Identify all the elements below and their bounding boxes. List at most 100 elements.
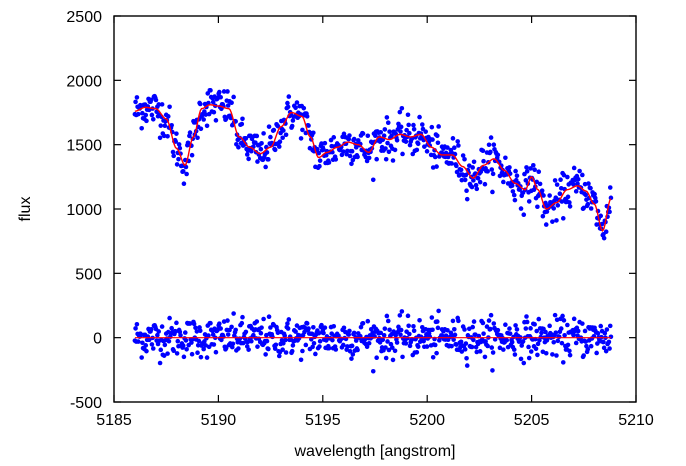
residual-point bbox=[581, 353, 586, 358]
residual-point bbox=[462, 327, 467, 332]
spectrum-point bbox=[176, 156, 181, 162]
residual-point bbox=[258, 330, 264, 336]
residual-point bbox=[489, 345, 495, 350]
y-tick-label: 1500 bbox=[66, 138, 102, 155]
residual-point bbox=[454, 342, 459, 347]
spectrum-point bbox=[489, 167, 495, 172]
spectrum-point bbox=[526, 199, 532, 204]
spectrum-point bbox=[134, 95, 140, 100]
residual-point bbox=[254, 319, 260, 324]
spectrum-point bbox=[599, 221, 605, 227]
spectrum-point bbox=[607, 185, 613, 190]
residual-point bbox=[602, 330, 608, 336]
residual-point bbox=[208, 320, 213, 326]
spectrum-point bbox=[518, 206, 524, 211]
spectrum-point bbox=[218, 94, 223, 100]
spectrum-point bbox=[387, 129, 392, 134]
spectrum-point bbox=[573, 189, 579, 194]
residual-point bbox=[317, 344, 322, 349]
residual-point bbox=[187, 321, 193, 326]
spectrum-point bbox=[383, 146, 388, 151]
spectrum-point bbox=[559, 199, 565, 204]
residual-point bbox=[474, 349, 480, 355]
spectrum-point bbox=[165, 114, 171, 119]
residual-point bbox=[283, 350, 289, 355]
residual-point bbox=[550, 352, 555, 357]
residual-point bbox=[559, 340, 565, 346]
spectrum-point bbox=[436, 124, 441, 129]
residual-point bbox=[580, 321, 585, 326]
residual-point bbox=[330, 337, 335, 343]
residual-point bbox=[477, 349, 483, 354]
spectrum-point bbox=[481, 158, 486, 164]
spectrum-point bbox=[535, 204, 540, 210]
residual-point bbox=[323, 338, 329, 343]
spectrum-point bbox=[443, 150, 449, 156]
residual-point bbox=[189, 351, 195, 357]
residual-point bbox=[283, 337, 288, 343]
spectrum-point bbox=[419, 122, 425, 127]
residual-point bbox=[403, 341, 409, 346]
spectrum-point bbox=[225, 103, 231, 108]
residual-point bbox=[206, 333, 211, 338]
spectrum-point bbox=[272, 147, 278, 153]
residual-point bbox=[503, 322, 508, 328]
residual-point bbox=[181, 354, 187, 360]
residual-point bbox=[282, 333, 288, 339]
spectrum-point bbox=[144, 118, 149, 124]
x-tick-label: 5205 bbox=[514, 412, 550, 429]
residual-point bbox=[601, 345, 607, 351]
residual-point bbox=[184, 346, 189, 352]
spectrum-point bbox=[415, 141, 421, 147]
spectrum-point bbox=[249, 148, 254, 154]
residual-point bbox=[236, 346, 241, 351]
spectrum-point bbox=[208, 88, 213, 93]
residual-point bbox=[366, 340, 372, 346]
spectrum-point bbox=[275, 123, 281, 129]
spectrum-point bbox=[543, 222, 549, 227]
spectrum-point bbox=[399, 106, 405, 111]
residual-point bbox=[430, 355, 436, 360]
spectrum-point bbox=[139, 126, 144, 131]
residual-point bbox=[567, 352, 573, 358]
x-tick-label: 5210 bbox=[618, 412, 654, 429]
spectrum-point bbox=[176, 142, 182, 147]
spectrum-point bbox=[261, 131, 266, 136]
residual-point bbox=[485, 343, 490, 349]
residual-point bbox=[471, 319, 477, 324]
spectrum-point bbox=[373, 133, 378, 139]
residual-point bbox=[349, 356, 354, 361]
spectrum-point bbox=[432, 154, 438, 160]
residual-point bbox=[601, 339, 606, 345]
residual-point bbox=[585, 346, 591, 352]
residual-point bbox=[218, 326, 223, 331]
spectrum-point bbox=[300, 127, 305, 133]
spectrum-point bbox=[592, 195, 598, 201]
spectrum-point bbox=[434, 133, 440, 139]
spectrum-point bbox=[285, 104, 291, 110]
residual-point bbox=[285, 321, 290, 326]
spectrum-point bbox=[231, 94, 236, 100]
residual-point bbox=[432, 342, 438, 348]
spectrum-point bbox=[264, 150, 270, 155]
spectrum-point bbox=[550, 219, 555, 224]
residual-point bbox=[573, 340, 579, 346]
residual-point bbox=[385, 318, 391, 324]
residual-point bbox=[536, 316, 542, 322]
residual-point bbox=[144, 348, 149, 354]
residual-point bbox=[195, 342, 201, 348]
spectrum-point bbox=[266, 124, 272, 129]
residual-point bbox=[526, 344, 531, 350]
spectrum-point bbox=[555, 203, 561, 208]
residual-point bbox=[302, 329, 307, 335]
residual-point bbox=[191, 321, 197, 327]
residual-point bbox=[533, 346, 539, 352]
residual-point bbox=[240, 314, 245, 320]
residual-point bbox=[595, 331, 601, 336]
residual-point bbox=[319, 322, 324, 328]
residual-point bbox=[268, 325, 273, 330]
residual-point bbox=[378, 330, 384, 336]
spectrum-point bbox=[565, 194, 571, 200]
residual-point bbox=[547, 323, 552, 329]
